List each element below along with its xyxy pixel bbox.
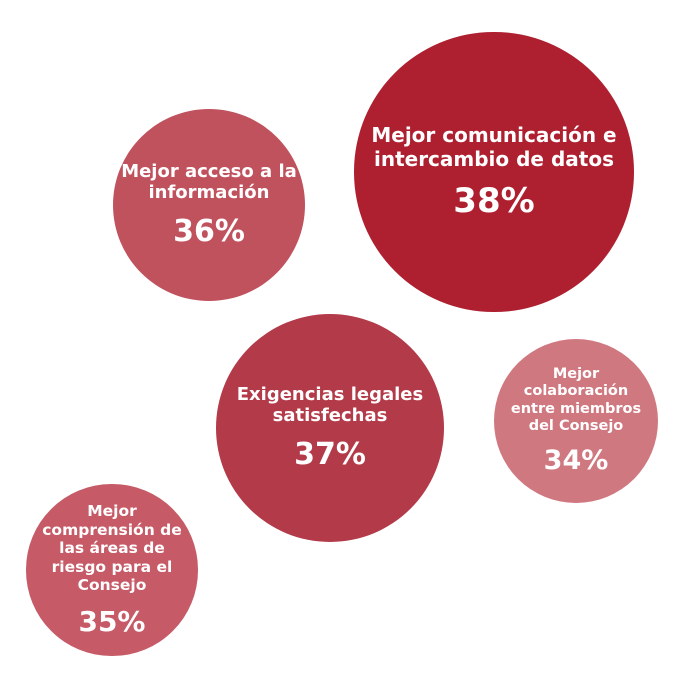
bubble: Mejor acceso a la información 36%: [112, 108, 306, 302]
value-label: 34%: [543, 445, 609, 477]
bubble-label: Mejor comprensión de las áreas de riesgo…: [42, 502, 182, 595]
bubble: Mejor colaboración entre miembros del Co…: [494, 339, 658, 503]
bubble: Mejor comunicación e intercambio de dato…: [354, 32, 634, 312]
bubble-label: Mejor acceso a la información: [121, 160, 297, 204]
value-label: 35%: [78, 604, 146, 638]
value-label: 38%: [453, 180, 535, 221]
bubble-label: Mejor colaboración entre miembros del Co…: [510, 365, 642, 434]
bubble: Mejor comprensión de las áreas de riesgo…: [26, 484, 198, 656]
value-label: 36%: [173, 214, 245, 250]
bubble-label: Mejor comunicación e intercambio de dato…: [371, 122, 617, 171]
bubble: Exigencias legales satisfechas 37%: [215, 313, 445, 543]
value-label: 37%: [294, 437, 366, 473]
bubble-label: Exigencias legales satisfechas: [236, 383, 424, 427]
